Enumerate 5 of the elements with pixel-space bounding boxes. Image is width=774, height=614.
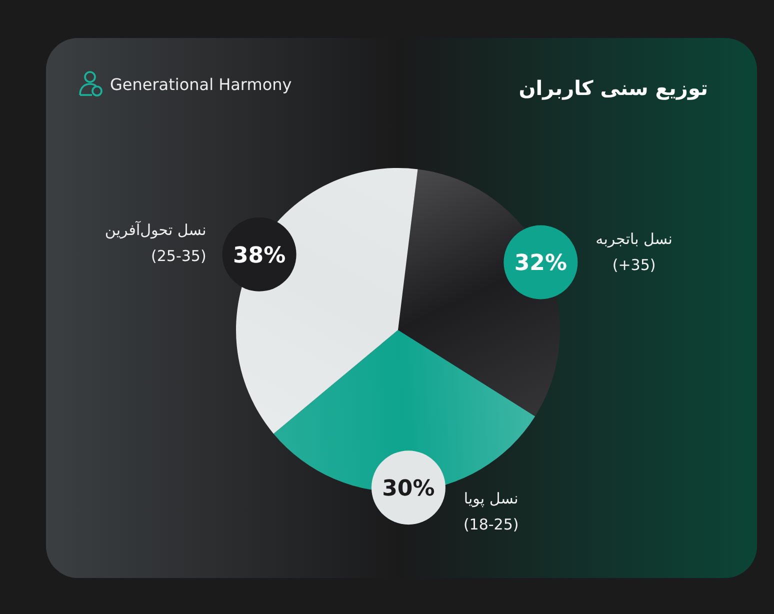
data-label: 38% [232,243,286,268]
chart-title: توزیع سنی کاربران [518,76,708,100]
data-label: 30% [382,476,435,502]
chart-subtitle: Generational Harmony [110,75,292,94]
data-label: 32% [514,251,568,276]
